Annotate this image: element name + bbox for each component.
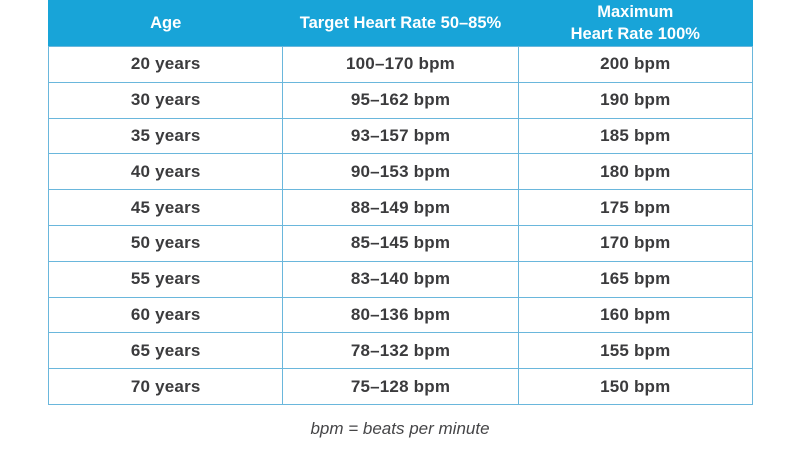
- target-heart-rate-cell: 88–149 bpm: [282, 189, 519, 226]
- maximum-heart-rate-cell: 190 bpm: [517, 81, 754, 119]
- target-heart-rate-cell: 80–136 bpm: [282, 296, 519, 334]
- table-row: 20 years 100–170 bpm 200 bpm: [47, 46, 754, 83]
- target-heart-rate-cell: 95–162 bpm: [282, 81, 519, 119]
- table-row: 60 years 80–136 bpm 160 bpm: [47, 296, 754, 334]
- maximum-heart-rate-cell: 160 bpm: [517, 296, 754, 334]
- age-cell: 55 years: [47, 260, 284, 298]
- age-cell: 35 years: [47, 117, 284, 155]
- table-row: 30 years 95–162 bpm 190 bpm: [47, 81, 754, 119]
- table-row: 45 years 88–149 bpm 175 bpm: [47, 189, 754, 226]
- bpm-footnote: bpm = beats per minute: [310, 419, 490, 438]
- column-header-target-heart-rate: Target Heart Rate 50–85%: [282, 0, 519, 47]
- age-cell: 50 years: [47, 224, 284, 262]
- age-cell: 20 years: [47, 46, 284, 83]
- maximum-heart-rate-cell: 165 bpm: [517, 260, 754, 298]
- heart-rate-table: Age Target Heart Rate 50–85% Maximum Hea…: [47, 0, 754, 405]
- maximum-heart-rate-cell: 200 bpm: [517, 46, 754, 83]
- target-heart-rate-cell: 93–157 bpm: [282, 117, 519, 155]
- target-heart-rate-cell: 100–170 bpm: [282, 46, 519, 83]
- table-row: 55 years 83–140 bpm 165 bpm: [47, 260, 754, 298]
- target-heart-rate-cell: 90–153 bpm: [282, 153, 519, 191]
- table-row: 40 years 90–153 bpm 180 bpm: [47, 153, 754, 191]
- table-header-row: Age Target Heart Rate 50–85% Maximum Hea…: [47, 0, 754, 47]
- target-heart-rate-cell: 78–132 bpm: [282, 332, 519, 370]
- table-body: 20 years 100–170 bpm 200 bpm 30 years 95–162…: [47, 46, 754, 405]
- maximum-heart-rate-cell: 185 bpm: [517, 117, 754, 155]
- age-cell: 45 years: [47, 189, 284, 226]
- column-header-age: Age: [47, 0, 284, 47]
- table-row: 70 years 75–128 bpm 150 bpm: [47, 368, 754, 405]
- target-heart-rate-cell: 85–145 bpm: [282, 224, 519, 262]
- table-row: 50 years 85–145 bpm 170 bpm: [47, 224, 754, 262]
- table-row: 65 years 78–132 bpm 155 bpm: [47, 332, 754, 370]
- maximum-heart-rate-cell: 155 bpm: [517, 332, 754, 370]
- age-cell: 60 years: [47, 296, 284, 334]
- age-cell: 40 years: [47, 153, 284, 191]
- column-header-maximum-heart-rate: Maximum Heart Rate 100%: [517, 0, 754, 47]
- table-row: 35 years 93–157 bpm 185 bpm: [47, 117, 754, 155]
- age-cell: 65 years: [47, 332, 284, 370]
- maximum-heart-rate-cell: 180 bpm: [517, 153, 754, 191]
- maximum-heart-rate-cell: 175 bpm: [517, 189, 754, 226]
- age-cell: 30 years: [47, 81, 284, 119]
- target-heart-rate-cell: 83–140 bpm: [282, 260, 519, 298]
- maximum-heart-rate-cell: 150 bpm: [517, 368, 754, 405]
- target-heart-rate-cell: 75–128 bpm: [282, 368, 519, 405]
- age-cell: 70 years: [47, 368, 284, 405]
- maximum-heart-rate-cell: 170 bpm: [517, 224, 754, 262]
